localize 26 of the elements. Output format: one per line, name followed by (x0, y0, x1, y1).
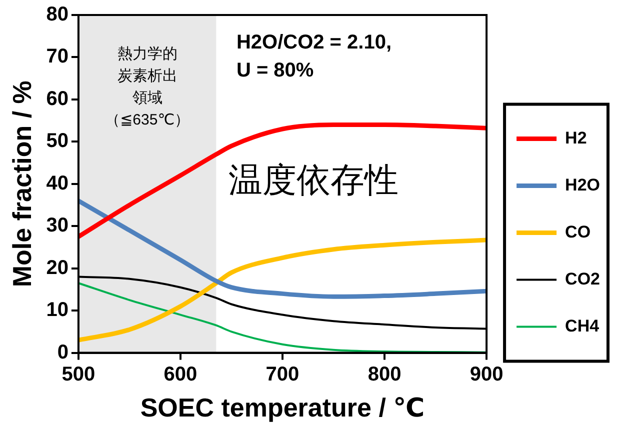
legend-label: H2 (565, 128, 587, 148)
legend-label: H2O (565, 175, 600, 194)
legend-label: CO2 (565, 269, 600, 288)
line-series (78, 238, 487, 342)
band-label: 熱力学的炭素析出領域（≦635℃） (105, 46, 190, 129)
y-tick-label: 80 (46, 4, 68, 26)
y-axis-title: Mole fraction / % (6, 80, 37, 288)
x-tick-label: 700 (266, 363, 300, 386)
x-tick-label: 800 (368, 363, 402, 386)
y-tick-label: 60 (46, 88, 68, 110)
y-tick-label: 30 (46, 214, 68, 237)
x-tick-label: 500 (62, 363, 96, 386)
x-axis-title: SOEC temperature / ℃ (140, 392, 425, 423)
legend-label: CO (565, 222, 591, 242)
y-tick-label: 0 (57, 341, 68, 364)
y-tick-label: 40 (46, 172, 68, 194)
line-series (78, 198, 487, 299)
legend-label: CH4 (565, 316, 600, 336)
y-tick-label: 20 (46, 256, 68, 279)
x-tick-label: 600 (164, 363, 198, 386)
x-tick-label: 900 (470, 363, 504, 386)
y-tick-label: 50 (46, 130, 68, 152)
y-tick-label: 70 (46, 46, 68, 68)
annotation: H2O/CO2 = 2.10, U = 80% (236, 32, 392, 82)
y-tick-label: 10 (46, 299, 68, 322)
annotation: 温度依存性 (228, 161, 398, 200)
